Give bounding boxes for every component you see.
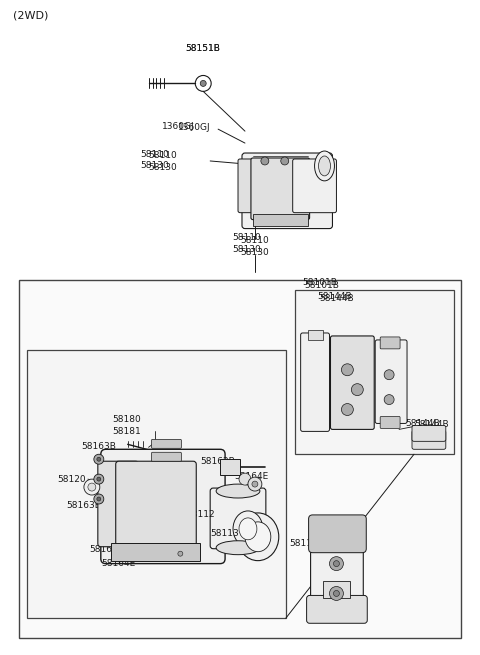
- Text: 58101B: 58101B: [302, 278, 337, 287]
- Circle shape: [384, 394, 394, 405]
- Circle shape: [281, 157, 288, 165]
- Text: 58161B: 58161B: [89, 545, 124, 554]
- Circle shape: [84, 479, 100, 495]
- Bar: [308, 330, 323, 340]
- Text: 58164E: 58164E: [101, 559, 135, 568]
- Text: 58180: 58180: [113, 415, 142, 424]
- FancyBboxPatch shape: [293, 159, 336, 213]
- Text: 58181: 58181: [113, 427, 142, 436]
- Bar: [19, 280, 461, 638]
- Text: 1360GJ: 1360GJ: [179, 122, 211, 132]
- FancyBboxPatch shape: [412, 426, 446, 441]
- Bar: [295, 290, 454, 455]
- FancyBboxPatch shape: [375, 340, 407, 423]
- Ellipse shape: [314, 151, 335, 181]
- Circle shape: [94, 455, 104, 464]
- Text: 58110: 58110: [141, 149, 169, 159]
- FancyBboxPatch shape: [251, 158, 310, 219]
- Text: 58151B: 58151B: [185, 44, 220, 53]
- Text: 58162B: 58162B: [200, 457, 235, 466]
- Circle shape: [97, 457, 101, 461]
- Circle shape: [351, 384, 363, 396]
- Circle shape: [248, 477, 262, 491]
- Text: 58164E: 58164E: [234, 472, 268, 481]
- FancyBboxPatch shape: [330, 336, 374, 430]
- FancyBboxPatch shape: [300, 333, 329, 432]
- FancyBboxPatch shape: [116, 461, 196, 557]
- FancyBboxPatch shape: [242, 153, 333, 229]
- Circle shape: [239, 473, 251, 485]
- Circle shape: [341, 364, 353, 376]
- Text: 58144B: 58144B: [318, 291, 352, 301]
- Text: 58144B: 58144B: [320, 293, 354, 303]
- FancyBboxPatch shape: [152, 440, 181, 448]
- Text: 58130: 58130: [141, 161, 169, 170]
- Bar: [111, 543, 200, 561]
- Circle shape: [200, 81, 206, 86]
- Text: 58112: 58112: [186, 510, 215, 519]
- Text: 58144B: 58144B: [414, 420, 449, 429]
- Text: 58113: 58113: [210, 529, 239, 538]
- FancyBboxPatch shape: [311, 525, 363, 622]
- Circle shape: [252, 481, 258, 487]
- Text: (2WD): (2WD): [13, 11, 48, 21]
- FancyBboxPatch shape: [101, 449, 225, 563]
- Ellipse shape: [245, 522, 271, 552]
- Circle shape: [384, 370, 394, 380]
- FancyBboxPatch shape: [210, 488, 266, 549]
- FancyBboxPatch shape: [309, 515, 366, 553]
- Circle shape: [329, 557, 343, 571]
- FancyBboxPatch shape: [380, 337, 400, 349]
- Text: 58110: 58110: [232, 233, 261, 242]
- Text: 58130: 58130: [232, 245, 261, 254]
- Ellipse shape: [233, 511, 263, 547]
- Circle shape: [97, 497, 101, 501]
- Circle shape: [334, 590, 339, 597]
- Text: 58151B: 58151B: [185, 44, 220, 53]
- Text: 58110: 58110: [148, 151, 177, 160]
- Text: 58163B: 58163B: [81, 442, 116, 451]
- Bar: [27, 350, 286, 618]
- Text: 58130: 58130: [148, 164, 177, 172]
- Text: 58144B: 58144B: [405, 419, 440, 428]
- Ellipse shape: [237, 513, 279, 561]
- Circle shape: [94, 474, 104, 484]
- Circle shape: [178, 552, 183, 556]
- Ellipse shape: [319, 156, 330, 176]
- Text: 58163B: 58163B: [66, 502, 101, 510]
- Circle shape: [97, 477, 101, 481]
- Bar: [253, 214, 308, 225]
- Circle shape: [174, 548, 186, 559]
- Text: 58101B: 58101B: [305, 281, 339, 290]
- Bar: [323, 580, 350, 599]
- Circle shape: [94, 494, 104, 504]
- Circle shape: [88, 483, 96, 491]
- Text: 1360GJ: 1360GJ: [162, 122, 195, 130]
- Circle shape: [329, 586, 343, 601]
- Text: 58130: 58130: [240, 248, 269, 257]
- Ellipse shape: [239, 518, 257, 540]
- Circle shape: [341, 403, 353, 415]
- Circle shape: [334, 561, 339, 567]
- Text: 58114A: 58114A: [290, 539, 324, 548]
- FancyBboxPatch shape: [152, 452, 181, 461]
- FancyBboxPatch shape: [238, 159, 272, 213]
- Bar: [220, 459, 240, 475]
- Ellipse shape: [216, 484, 260, 498]
- FancyBboxPatch shape: [307, 595, 367, 624]
- Text: 58110: 58110: [240, 236, 269, 245]
- FancyBboxPatch shape: [380, 417, 400, 428]
- FancyBboxPatch shape: [98, 461, 139, 547]
- Ellipse shape: [216, 541, 260, 555]
- Circle shape: [261, 157, 269, 165]
- FancyBboxPatch shape: [412, 430, 446, 449]
- Text: 58120: 58120: [57, 475, 86, 483]
